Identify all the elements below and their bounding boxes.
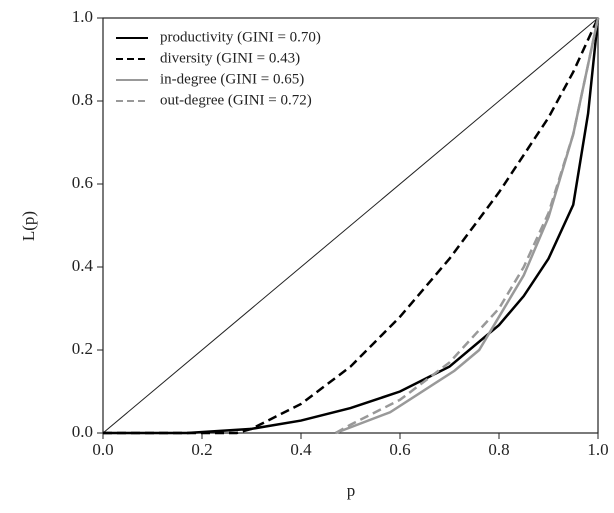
x-tick-label: 0.4 <box>290 440 312 459</box>
legend-label: diversity (GINI = 0.43) <box>160 50 300 66</box>
legend-label: out-degree (GINI = 0.72) <box>160 92 312 108</box>
series-line <box>335 17 600 435</box>
series-line <box>335 17 600 435</box>
legend-label: in-degree (GINI = 0.65) <box>160 71 304 87</box>
series-line <box>103 17 600 435</box>
x-tick-label: 0.2 <box>191 440 212 459</box>
plot-frame <box>102 17 599 434</box>
equality-line <box>102 17 599 434</box>
x-tick-label: 0.8 <box>488 440 509 459</box>
series-line <box>103 17 600 435</box>
x-axis-label: p <box>347 481 356 500</box>
y-tick-label: 0.4 <box>72 256 94 275</box>
y-tick-label: 0.8 <box>72 90 93 109</box>
y-tick-label: 1.0 <box>72 7 93 26</box>
y-tick-label: 0.6 <box>72 173 93 192</box>
x-tick-label: 0.0 <box>92 440 113 459</box>
y-axis-label: L(p) <box>19 211 38 241</box>
y-tick-label: 0.2 <box>72 339 93 358</box>
x-tick-label: 0.6 <box>389 440 410 459</box>
y-tick-label: 0.0 <box>72 422 93 441</box>
legend-label: productivity (GINI = 0.70) <box>160 29 321 45</box>
x-tick-label: 1.0 <box>587 440 608 459</box>
